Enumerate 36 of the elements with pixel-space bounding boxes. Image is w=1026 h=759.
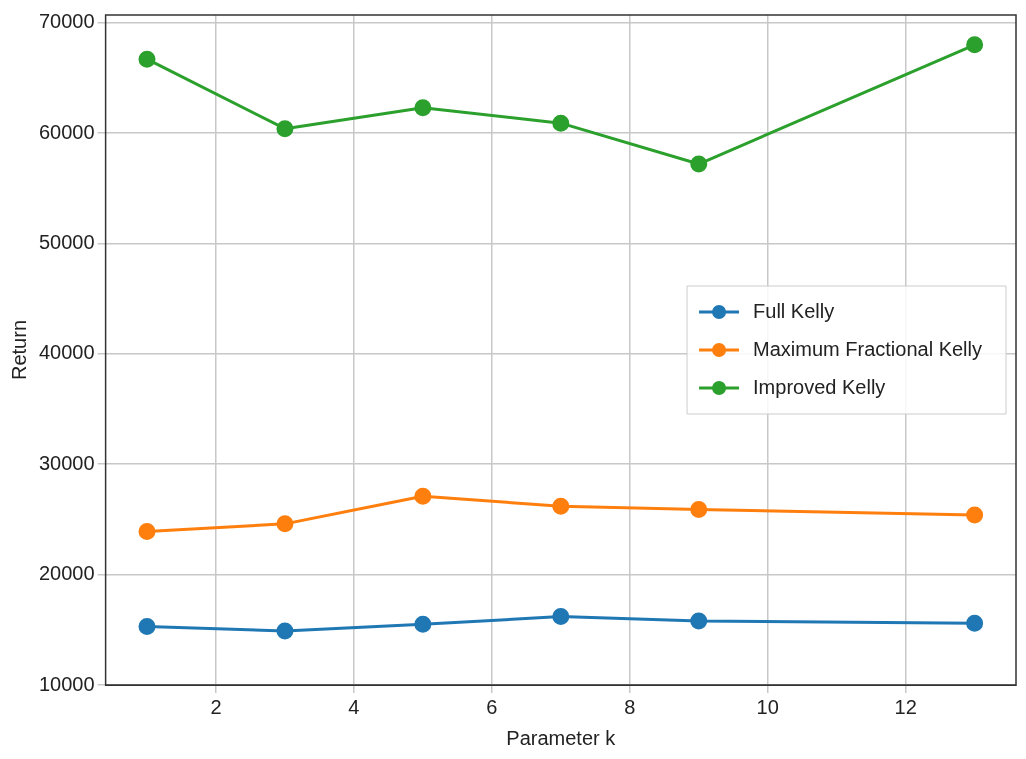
point — [966, 506, 984, 524]
legend-label: Maximum Fractional Kelly — [753, 337, 983, 360]
point — [966, 614, 984, 632]
point — [276, 120, 294, 138]
x-tick-label: 4 — [348, 695, 360, 718]
y-tick-label: 40000 — [38, 341, 95, 364]
x-tick-label: 2 — [210, 695, 222, 718]
point — [138, 50, 156, 68]
x-tick-label: 8 — [624, 695, 636, 718]
x-tick-label: 10 — [756, 695, 779, 718]
point — [552, 608, 570, 626]
point — [414, 487, 432, 505]
point — [276, 515, 294, 533]
point — [966, 36, 984, 54]
point — [276, 622, 294, 640]
point — [552, 497, 570, 515]
point — [552, 114, 570, 132]
point — [690, 155, 708, 173]
point — [690, 501, 708, 518]
y-tick-label: 60000 — [38, 120, 95, 143]
y-tick-label: 50000 — [38, 231, 95, 253]
point — [690, 612, 708, 630]
point — [414, 99, 432, 117]
point — [414, 615, 432, 633]
y-tick-label: 20000 — [38, 562, 95, 585]
legend-label: Full Kelly — [753, 299, 835, 322]
x-tick-label: 6 — [486, 695, 498, 718]
y-tick-label: 10000 — [38, 672, 95, 695]
x-axis-title: Parameter k — [506, 726, 617, 749]
y-tick-label: 30000 — [38, 451, 95, 474]
legend-label: Improved Kelly — [753, 375, 886, 398]
y-tick-label: 70000 — [38, 10, 95, 33]
point — [138, 523, 156, 541]
point — [138, 618, 156, 635]
y-axis-title: Return — [7, 319, 30, 381]
x-tick-label: 12 — [894, 695, 917, 718]
